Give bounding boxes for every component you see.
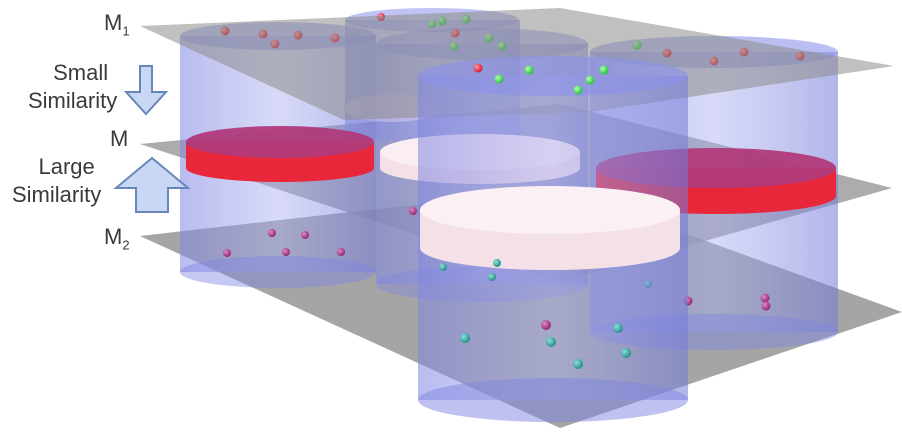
large-similarity-label: Large Similarity: [12, 154, 102, 207]
m2-label: M2: [104, 224, 130, 253]
small-similarity-label: Small Similarity: [28, 60, 118, 113]
small-down-arrow-icon: [123, 65, 169, 116]
m1-label: M1: [104, 10, 130, 39]
large-up-arrow-icon: [113, 156, 191, 213]
cylinder-front: [418, 56, 688, 422]
m-label: M: [110, 126, 129, 151]
